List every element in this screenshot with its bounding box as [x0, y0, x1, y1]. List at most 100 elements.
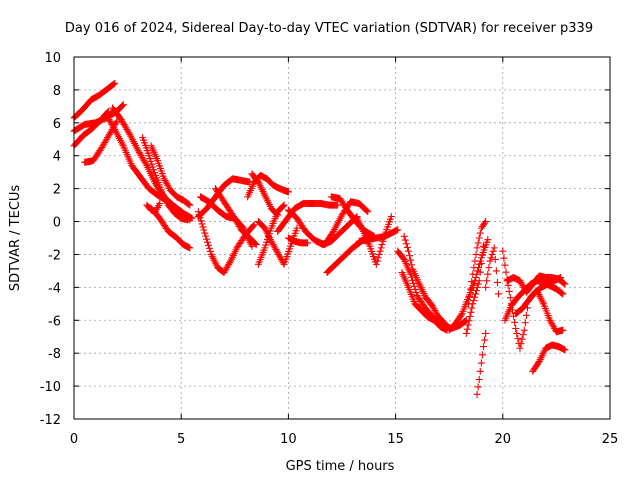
y-tick-label: -4	[48, 281, 61, 296]
data-point-interp	[226, 259, 234, 267]
data-point-interp	[500, 254, 508, 262]
data-point-interp	[466, 292, 474, 300]
data-point-interp	[198, 220, 206, 228]
data-point-interp	[378, 241, 386, 249]
data-point	[280, 201, 288, 209]
data-point-interp	[203, 235, 211, 243]
data-point-interp	[518, 335, 526, 343]
data-point	[364, 208, 372, 216]
series-track-7	[139, 134, 192, 224]
data-point	[111, 79, 119, 87]
data-point	[469, 270, 477, 278]
data-point-interp	[474, 239, 482, 247]
series-track-10	[143, 199, 164, 216]
series-track-16	[248, 170, 282, 219]
x-tick-label: 5	[177, 432, 185, 447]
data-point-interp	[376, 247, 384, 255]
x-tick-label: 20	[495, 432, 512, 447]
data-point	[284, 188, 292, 196]
data-point-interp	[477, 260, 485, 268]
data-point-interp	[470, 264, 478, 272]
series-track-34	[482, 244, 503, 298]
data-point	[462, 329, 470, 337]
data-point	[387, 213, 395, 221]
data-point-interp	[197, 217, 205, 225]
data-point	[561, 280, 569, 288]
series-track-32	[462, 242, 488, 337]
data-point-interp	[185, 200, 193, 208]
series-track-28	[398, 269, 451, 334]
data-point	[201, 229, 209, 237]
data-point-interp	[481, 336, 489, 344]
y-tick-label: 0	[53, 216, 61, 231]
data-point	[156, 199, 164, 207]
series-track-30	[445, 236, 492, 334]
y-tick-label: -8	[48, 347, 61, 362]
chart-title: Day 016 of 2024, Sidereal Day-to-day VTE…	[65, 21, 593, 36]
y-tick-label: -10	[40, 380, 61, 395]
y-axis-label: SDTVAR / TECUs	[8, 185, 23, 292]
data-point-interp	[472, 287, 480, 295]
data-point-interp	[484, 270, 492, 278]
data-point-interp	[474, 280, 482, 288]
series-track-26	[355, 226, 402, 245]
data-point	[480, 343, 488, 351]
data-point-interp	[467, 285, 475, 293]
data-point-interp	[492, 267, 500, 275]
data-point-interp	[374, 254, 382, 262]
data-point	[484, 236, 492, 244]
data-point	[394, 226, 402, 234]
data-point-interp	[493, 278, 501, 286]
data-point	[561, 346, 569, 354]
y-tick-label: 4	[53, 150, 61, 165]
data-point-interp	[522, 311, 530, 319]
data-point-interp	[251, 240, 259, 248]
data-point	[372, 260, 380, 268]
x-tick-label: 15	[387, 432, 404, 447]
data-point-interp	[476, 367, 484, 375]
data-point-interp	[205, 244, 213, 252]
data-point-interp	[457, 311, 465, 319]
data-point-interp	[409, 279, 417, 287]
data-point-interp	[373, 257, 381, 265]
data-point-interp	[407, 256, 415, 264]
data-point-interp	[363, 207, 371, 215]
data-point-interp	[476, 229, 484, 237]
data-point-interp	[505, 287, 513, 295]
data-point-interp	[406, 252, 414, 260]
data-point-interp	[468, 278, 476, 286]
data-point	[293, 224, 301, 232]
data-point	[512, 325, 520, 332]
data-point-interp	[488, 250, 496, 258]
data-point-interp	[517, 340, 525, 348]
data-point	[400, 232, 408, 240]
data-point	[184, 216, 192, 224]
data-point	[559, 326, 567, 334]
data-point-interp	[401, 236, 409, 244]
data-point	[404, 247, 412, 255]
data-points	[70, 79, 569, 398]
data-point-interp	[118, 102, 126, 110]
data-point-interp	[199, 223, 207, 231]
data-point-interp	[474, 383, 482, 391]
data-point-interp	[142, 160, 150, 168]
data-point-interp	[506, 294, 514, 302]
y-tick-label: 6	[53, 117, 61, 132]
data-point-interp	[200, 226, 208, 234]
data-point	[334, 201, 342, 209]
data-point-interp	[481, 219, 489, 227]
y-tick-label: 8	[53, 84, 61, 99]
data-point-interp	[249, 222, 257, 230]
data-point-interp	[485, 264, 493, 272]
grid	[74, 57, 610, 419]
data-point	[559, 290, 567, 298]
y-tick-label: 10	[44, 51, 61, 66]
y-tick-label: -2	[48, 248, 61, 263]
data-point-interp	[467, 308, 475, 316]
data-point-interp	[478, 251, 486, 259]
data-point	[480, 242, 488, 250]
data-point-interp	[475, 234, 483, 242]
series-track-3	[70, 107, 112, 150]
data-point-interp	[471, 293, 479, 301]
plot-frame	[73, 56, 611, 420]
